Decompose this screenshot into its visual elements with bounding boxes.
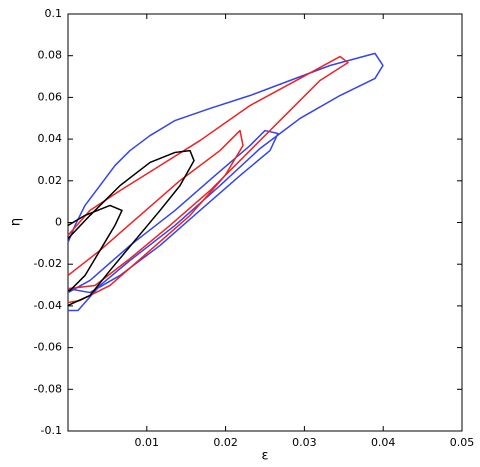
plot-frame [67, 13, 463, 432]
y-tick-label: 0.02 [38, 174, 63, 187]
x-axis-label: ε [261, 449, 268, 464]
y-tick-label: -0.06 [34, 341, 62, 354]
contour-line [67, 55, 349, 290]
x-tick-label: 0.04 [371, 436, 396, 449]
y-tick-label: 0 [55, 216, 62, 229]
y-tick-label: 0.04 [38, 132, 63, 145]
y-tick-label: -0.04 [34, 299, 62, 312]
contour-line [67, 52, 384, 312]
x-tick-label: 0.03 [292, 436, 317, 449]
y-axis-label: η [9, 218, 24, 226]
contour-line [67, 129, 244, 304]
y-tick-label: 0.08 [38, 49, 63, 62]
contour-line [67, 204, 123, 292]
y-tick-label: 0.06 [38, 90, 63, 103]
x-tick-label: 0.02 [213, 436, 238, 449]
y-tick-label: -0.08 [34, 382, 62, 395]
y-tick-label: 0.1 [45, 7, 63, 20]
contour-line [67, 149, 195, 307]
x-tick-label: 0.01 [135, 436, 160, 449]
y-tick-label: -0.02 [34, 257, 62, 270]
y-tick-label: -0.1 [41, 424, 62, 437]
x-tick-label: 0.05 [450, 436, 475, 449]
